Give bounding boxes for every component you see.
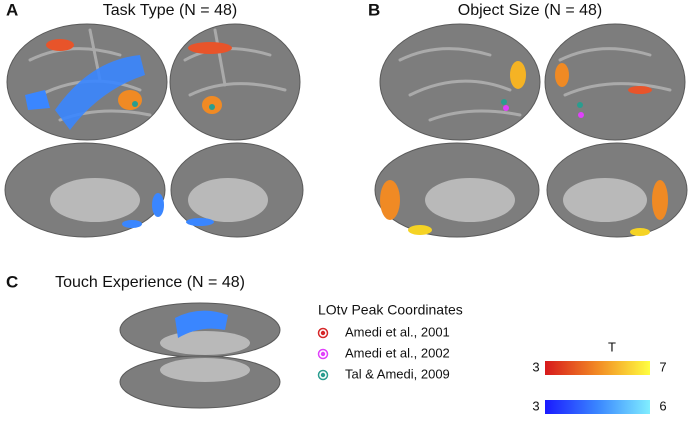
brain-views-a — [4, 23, 304, 238]
legend-title: LOtv Peak Coordinates — [318, 302, 463, 318]
colorbar-min: 3 — [532, 398, 539, 413]
colorbar — [545, 400, 650, 414]
colorbars: 3 7 3 6 — [532, 359, 667, 414]
brain-views-b — [374, 23, 688, 238]
colorbar-max: 6 — [659, 398, 666, 413]
colorbar — [545, 361, 650, 375]
colorbar-label: T — [608, 339, 616, 354]
panel-title: Task Type (N = 48) — [103, 2, 237, 19]
legend-label: Amedi et al., 2002 — [345, 345, 450, 360]
panel-letter: B — [368, 0, 380, 19]
legend-marker-dot — [320, 372, 326, 378]
legend-label: Amedi et al., 2001 — [345, 324, 450, 339]
legend-marker-dot — [320, 330, 326, 336]
legend: Amedi et al., 2001 Amedi et al., 2002 Tal … — [317, 324, 450, 381]
panel-letter: C — [6, 272, 18, 291]
colorbar-max: 7 — [659, 359, 666, 374]
panel-title: Touch Experience (N = 48) — [55, 274, 245, 291]
legend-marker-dot — [320, 351, 326, 357]
legend-label: Tal & Amedi, 2009 — [345, 366, 450, 381]
colorbar-min: 3 — [532, 359, 539, 374]
panel-title: Object Size (N = 48) — [458, 2, 603, 19]
panel-letter: A — [6, 0, 18, 19]
brain-views-c — [119, 302, 281, 409]
